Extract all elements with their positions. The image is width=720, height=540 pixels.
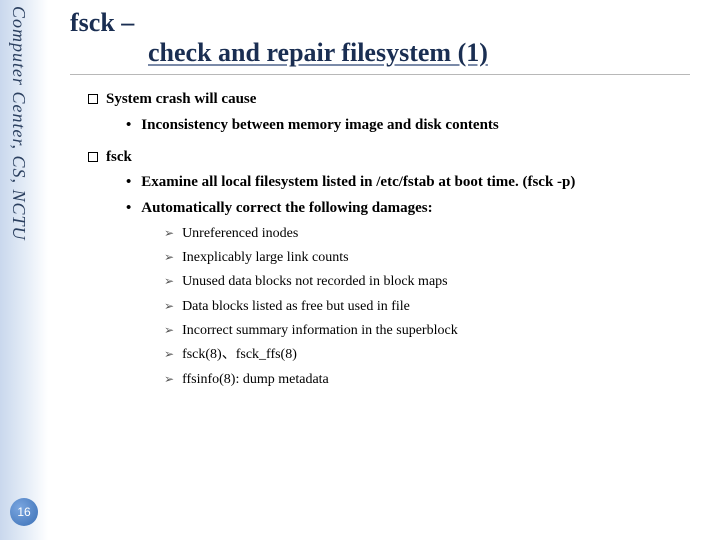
section-heading-text: fsck: [106, 149, 132, 165]
bullet-item: Automatically correct the following dama…: [126, 198, 710, 220]
title-divider: [70, 74, 690, 75]
bullet-item: Inconsistency between memory image and d…: [126, 115, 710, 137]
sub-bullet-item: Data blocks listed as free but used in f…: [164, 297, 710, 317]
sub-bullet-item: Incorrect summary information in the sup…: [164, 321, 710, 341]
section-heading: fsck: [88, 147, 710, 169]
sub-bullet-item: Unreferenced inodes: [164, 224, 710, 244]
title-line-1: fsck –: [70, 8, 710, 38]
sidebar: Computer Center, CS, NCTU 16: [0, 0, 48, 540]
square-bullet-icon: [88, 94, 98, 104]
page-number-badge: 16: [10, 498, 38, 526]
sub-bullet-item: fsck(8)、fsck_ffs(8): [164, 345, 710, 365]
section-heading-text: System crash will cause: [106, 91, 256, 107]
section-heading: System crash will cause: [88, 89, 710, 111]
sub-bullet-item: ffsinfo(8): dump metadata: [164, 370, 710, 390]
sub-bullet-item: Inexplicably large link counts: [164, 248, 710, 268]
title-line-2: check and repair filesystem (1): [148, 38, 710, 68]
bullet-item: Examine all local filesystem listed in /…: [126, 172, 710, 194]
sub-bullet-item: Unused data blocks not recorded in block…: [164, 272, 710, 292]
square-bullet-icon: [88, 152, 98, 162]
sidebar-label: Computer Center, CS, NCTU: [8, 6, 29, 241]
body: System crash will cause Inconsistency be…: [70, 89, 710, 390]
slide-content: fsck – check and repair filesystem (1) S…: [70, 8, 710, 390]
